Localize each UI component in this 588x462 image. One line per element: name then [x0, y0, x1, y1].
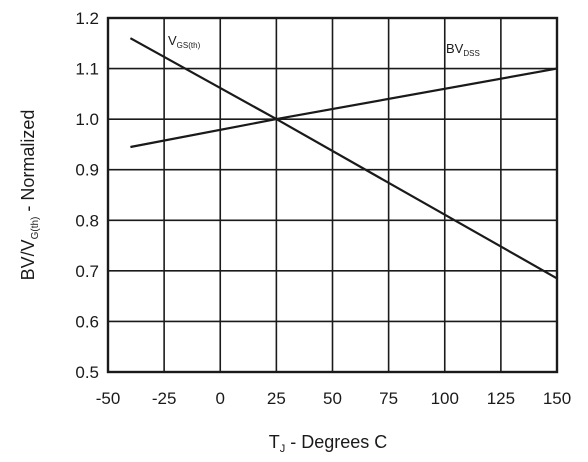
series-label-bvdss-main: BV — [446, 41, 464, 56]
y-tick-label: 1.2 — [75, 9, 99, 28]
x-axis-title-sub: J — [280, 443, 286, 455]
grid-layer — [108, 18, 557, 372]
series-line-vgs-th — [129, 37, 558, 280]
y-tick-label: 1.0 — [75, 110, 99, 129]
series-label-vgs-th: VGS(th) — [168, 33, 201, 50]
plot-frame — [106, 16, 559, 374]
x-tick-label: -50 — [96, 389, 121, 408]
series-label-bvdss: BVDSS — [446, 41, 480, 58]
x-tick-label: 50 — [323, 389, 342, 408]
series-label-vgs-th-sub: GS(th) — [177, 41, 201, 50]
x-tick-label: 125 — [487, 389, 515, 408]
y-tick-label: 0.8 — [75, 211, 99, 230]
x-tick-label: 25 — [267, 389, 286, 408]
series-label-bvdss-sub: DSS — [463, 49, 479, 58]
y-axis-title-rest: - Normalized — [18, 110, 38, 217]
x-axis-title-main: T — [269, 432, 280, 452]
x-tick-label: 150 — [543, 389, 571, 408]
y-axis-title: BV/VG(th) - Normalized — [18, 110, 41, 281]
y-tick-label: 0.6 — [75, 312, 99, 331]
y-tick-label: 1.1 — [75, 60, 99, 79]
x-axis-title-rest: - Degrees C — [285, 432, 387, 452]
series-layer — [129, 37, 558, 280]
x-tick-label: 100 — [431, 389, 459, 408]
y-tick-label: 0.9 — [75, 161, 99, 180]
x-axis-title: TJ - Degrees C — [269, 432, 388, 455]
y-axis-title-sub: G(th) — [30, 217, 41, 240]
y-tick-label: 0.5 — [75, 363, 99, 382]
y-axis-title-main: BV/V — [18, 239, 38, 280]
x-tick-label: -25 — [152, 389, 177, 408]
x-tick-label: 75 — [379, 389, 398, 408]
y-tick-label: 0.7 — [75, 262, 99, 281]
y-tick-labels: 0.5 0.6 0.7 0.8 0.9 1.0 1.1 1.2 — [75, 9, 99, 382]
series-line-bvdss — [130, 67, 558, 149]
series-label-vgs-th-main: V — [168, 33, 177, 48]
x-tick-labels: -50 -25 0 25 50 75 100 125 150 — [96, 389, 571, 408]
x-tick-label: 0 — [216, 389, 225, 408]
